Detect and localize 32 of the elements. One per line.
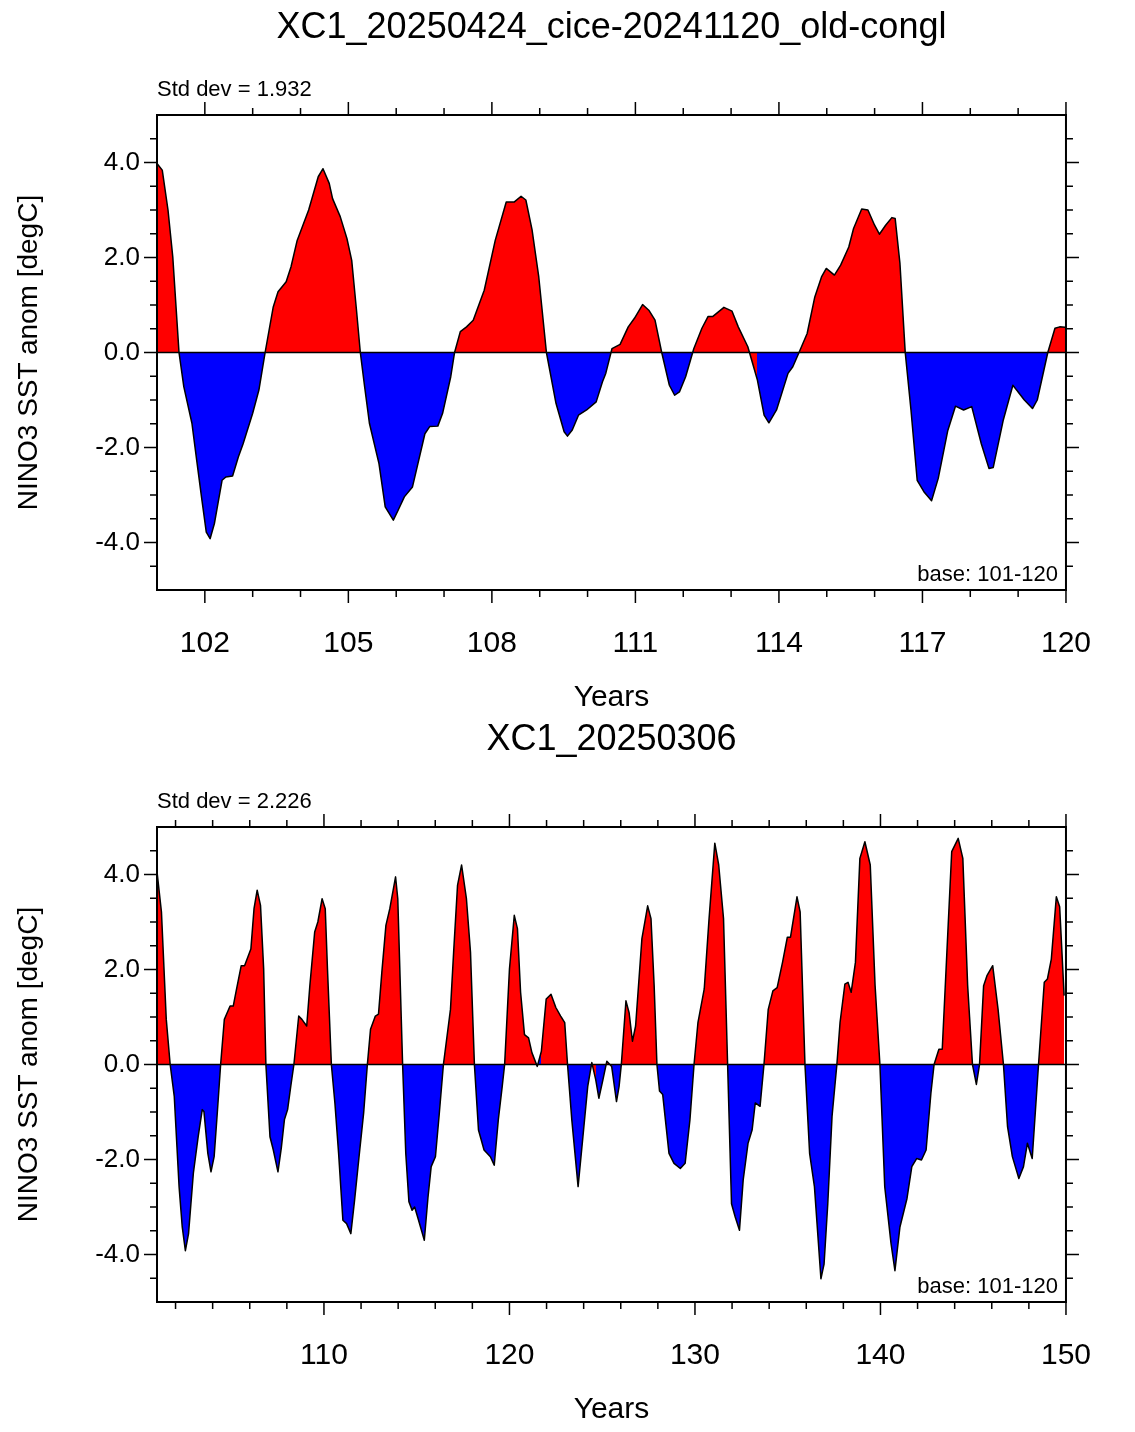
y-tick-label: -4.0 [95,1237,140,1268]
y-tick-label: 2.0 [103,240,140,271]
y-axis-title: NINO3 SST anom [degC] [11,194,43,511]
x-tick-label: 150 [1040,1337,1091,1371]
y-tick-label: -2.0 [95,1142,140,1173]
x-tick-label: 130 [669,1337,720,1371]
x-axis-title: Years [573,679,650,713]
x-tick-label: 120 [1040,625,1091,659]
x-tick-label: 102 [179,625,230,659]
y-tick-label: 0.0 [103,335,140,366]
y-tick-label: -2.0 [95,430,140,461]
chart-title: XC1_20250424_cice-20241120_old-congl [276,4,947,46]
x-tick-label: 108 [466,625,517,659]
annotation: base: 101-120 [917,1273,1058,1299]
x-tick-label: 120 [484,1337,535,1371]
text: Std dev = 1.932 [157,76,312,102]
y-tick-label: -4.0 [95,525,140,556]
x-axis-title: Years [573,1391,650,1425]
x-tick-label: 117 [898,625,947,659]
x-tick-label: 105 [323,625,374,659]
x-tick-label: 140 [855,1337,906,1371]
y-tick-label: 2.0 [103,952,140,983]
annotation: base: 101-120 [917,561,1058,587]
y-axis-title: NINO3 SST anom [degC] [11,906,43,1223]
text: Std dev = 2.226 [157,788,312,814]
y-tick-label: 4.0 [103,145,140,176]
x-tick-label: 110 [300,1337,348,1371]
chart-title: XC1_20250306 [486,716,737,758]
x-tick-label: 114 [755,625,803,659]
x-tick-label: 111 [612,625,659,659]
y-tick-label: 4.0 [103,857,140,888]
y-tick-label: 0.0 [103,1047,140,1078]
